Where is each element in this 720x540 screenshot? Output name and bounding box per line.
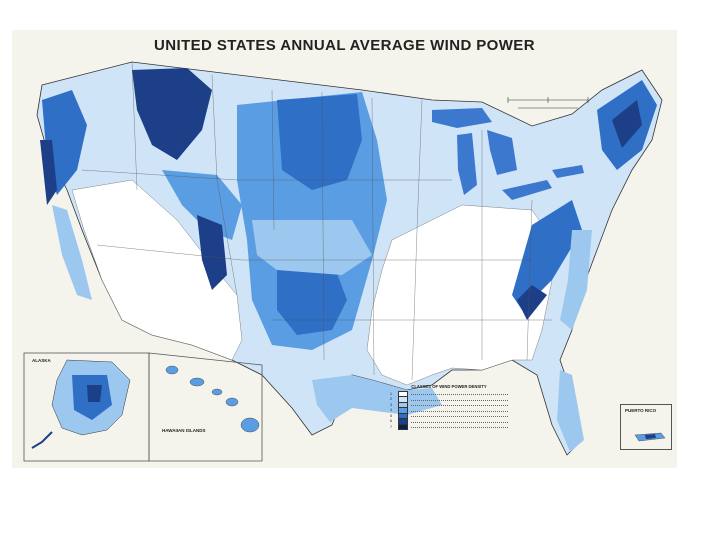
legend-leader: [411, 414, 508, 418]
florida-class3: [557, 370, 584, 452]
legend-leader: [411, 398, 508, 401]
lake-huron: [487, 130, 517, 175]
gulf-coast-class3: [312, 375, 442, 422]
plains-class4-central: [252, 220, 372, 275]
legend-swatch: [398, 423, 408, 430]
map-title: UNITED STATES ANNUAL AVERAGE WIND POWER: [154, 37, 535, 54]
hawaii-islands: [165, 365, 260, 433]
legend-leader: [411, 409, 508, 412]
legend-title: CLASSES OF WIND POWER DENSITY: [411, 384, 487, 389]
map-graphic: [23, 61, 663, 462]
legend-class-number: 1: [390, 391, 392, 396]
puerto-rico-graphic: [634, 432, 666, 442]
legend-class-number: 3: [390, 402, 392, 407]
alaska-label: ALASKA: [32, 358, 51, 363]
legend-class-number: 2: [390, 397, 392, 402]
hawaii-label: HAWAIIAN ISLANDS: [162, 428, 206, 433]
pacific-coast-class6: [40, 140, 57, 205]
legend-class-number: 5: [390, 413, 392, 418]
atlantic-coast-class4: [560, 230, 592, 330]
plains-class5: [277, 94, 362, 190]
new-england-class6: [612, 100, 642, 148]
puerto-rico-label: PUERTO RICO: [625, 408, 657, 413]
rockies-class6-c: [197, 215, 227, 290]
legend-class-number: 4: [390, 408, 392, 413]
scale-bar: [507, 97, 589, 109]
legend-leader: [411, 403, 508, 407]
puerto-rico-inset: PUERTO RICO: [620, 404, 672, 450]
legend-class-number: 7: [390, 424, 392, 429]
legend-leader: [411, 420, 508, 423]
rockies-class6-a: [132, 68, 212, 160]
california-coast-class4: [52, 205, 92, 300]
hawaii-inset-frame: [148, 352, 263, 462]
legend-leader: [411, 392, 508, 396]
west-low-region: [71, 179, 243, 361]
wind-power-map: UNITED STATES ANNUAL AVERAGE WIND POWER: [12, 30, 677, 468]
lake-michigan: [457, 133, 477, 195]
plains-class5-south: [277, 260, 347, 335]
state-boundaries: [81, 61, 552, 381]
lake-superior: [432, 108, 492, 128]
rockies-class5-b: [162, 170, 242, 240]
lake-ontario: [552, 165, 584, 178]
aleutian-chain: [31, 431, 53, 449]
alaska-class6: [87, 385, 102, 402]
legend-class-number: 6: [390, 419, 392, 424]
legend-row: 7: [390, 423, 508, 430]
appalachian-class6: [517, 285, 547, 320]
lake-erie: [502, 180, 552, 200]
legend-leader: [411, 425, 508, 429]
